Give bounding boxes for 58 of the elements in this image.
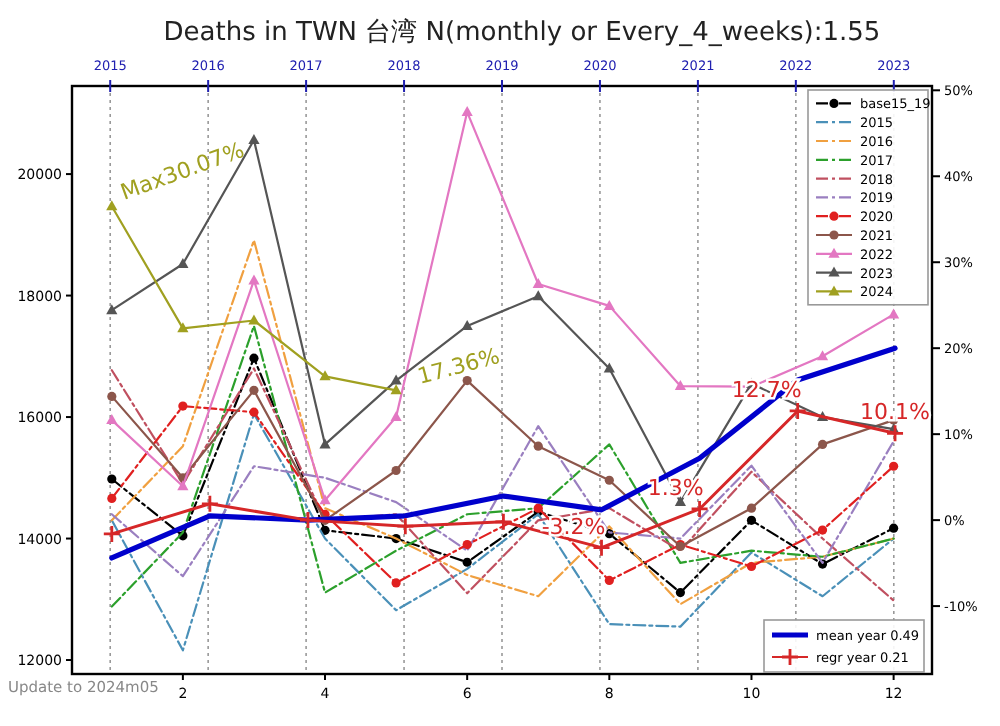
point [674, 380, 686, 391]
point [603, 362, 615, 373]
annotation: 17.36% [414, 342, 503, 390]
point [249, 407, 259, 417]
point [177, 480, 189, 491]
point [746, 503, 757, 513]
point [390, 384, 402, 395]
point [889, 523, 899, 533]
point [319, 370, 331, 381]
point [888, 308, 900, 319]
point [816, 350, 829, 361]
point [390, 411, 402, 422]
point [248, 314, 260, 325]
point [107, 474, 117, 484]
point [106, 414, 118, 425]
point [391, 578, 401, 588]
point [248, 134, 260, 145]
point [397, 518, 414, 535]
data-label: 10.1% [860, 399, 930, 426]
point [249, 353, 259, 363]
point [889, 461, 899, 471]
point [789, 402, 806, 419]
point [532, 290, 544, 301]
point [746, 561, 757, 572]
point [604, 475, 614, 485]
point [817, 525, 828, 535]
point [887, 425, 904, 442]
point [691, 500, 708, 517]
point [603, 299, 615, 310]
point [495, 513, 512, 530]
point [593, 539, 610, 556]
point [106, 200, 118, 211]
point [390, 374, 402, 385]
point [746, 515, 757, 525]
point [299, 512, 316, 529]
point [178, 401, 188, 411]
point [249, 385, 259, 395]
point [177, 322, 189, 333]
point [106, 304, 118, 315]
point [107, 493, 117, 504]
point [533, 441, 543, 451]
point [319, 438, 331, 449]
point [532, 278, 544, 289]
point [461, 319, 473, 330]
point [391, 465, 401, 476]
point [675, 588, 685, 598]
point [462, 540, 472, 550]
point [177, 257, 189, 268]
point [461, 106, 473, 117]
point [817, 439, 828, 449]
point [248, 274, 260, 285]
point [107, 391, 117, 401]
point [604, 575, 614, 586]
point [319, 494, 331, 505]
chart-title: Deaths in TWN 台湾 N(monthly or Every_4_weeks):1.55 [163, 16, 881, 48]
point [201, 495, 218, 512]
point [103, 525, 120, 542]
point [462, 557, 472, 567]
